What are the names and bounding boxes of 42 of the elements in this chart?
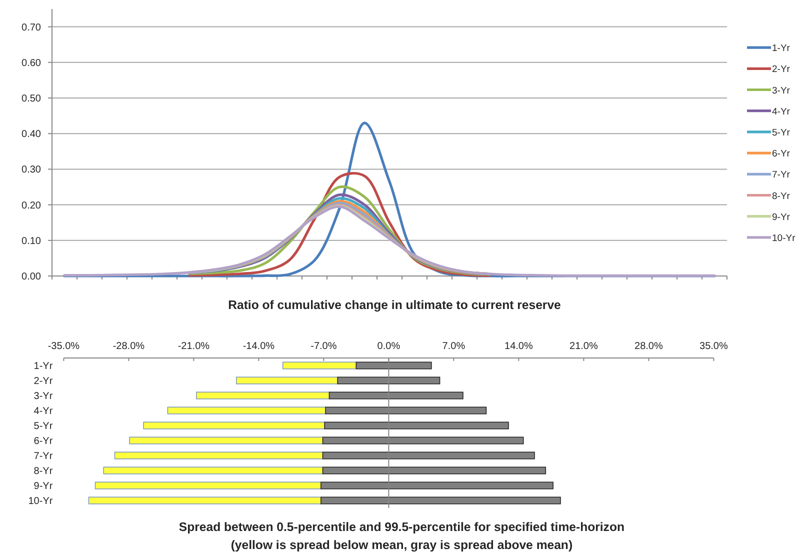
y-tick-label: 9-Yr (34, 481, 54, 492)
y-tick-label: 10-Yr (28, 496, 54, 507)
x-tick-label: -7.0% (310, 341, 337, 352)
x-tick-label: -28.0% (112, 341, 145, 352)
x-axis-title: Ratio of cumulative change in ultimate to current reserve (228, 298, 562, 312)
text: (yellow is spread below mean, gray is spread above mean) (230, 538, 573, 552)
legend-label: 4-Yr (772, 106, 790, 118)
legend-label: 10-Yr (772, 232, 796, 244)
legend-label: 2-Yr (772, 64, 790, 76)
x-tick-label: -21.0% (178, 341, 210, 352)
y-tick-label: 0.60 (22, 58, 42, 69)
legend-label: 8-Yr (772, 190, 790, 202)
text: Spread between 0.5-percentile and 99.5-percentile for specified time-horizon (178, 520, 624, 534)
y-tick-label: 7-Yr (34, 451, 54, 462)
y-tick-label: 0.70 (22, 22, 42, 34)
x-tick-label: 14.0% (504, 341, 533, 352)
y-tick-label: 5-Yr (34, 421, 54, 432)
y-tick-label: 1-Yr (34, 361, 54, 372)
legend-label: 7-Yr (772, 170, 790, 181)
y-tick-label: 0.50 (22, 94, 42, 104)
x-tick-label: 7.0% (442, 341, 466, 352)
legend-label: 9-Yr (772, 212, 790, 223)
legend-label: 3-Yr (772, 85, 790, 96)
y-tick-label: 0.00 (22, 272, 42, 282)
legend-label: 5-Yr (772, 127, 790, 138)
y-tick-label: 2-Yr (34, 376, 54, 387)
x-tick-label: -35.0% (48, 341, 80, 352)
x-tick-label: 0.0% (377, 341, 400, 352)
y-tick-label: 3-Yr (34, 391, 54, 402)
x-tick-label: 35.0% (700, 341, 728, 352)
x-tick-label: -14.0% (242, 341, 275, 352)
legend-label: 1-Yr (772, 43, 790, 54)
y-tick-label: 8-Yr (34, 466, 54, 477)
y-tick-label: 0.10 (22, 236, 42, 247)
y-tick-label: 0.30 (22, 164, 42, 176)
y-tick-label: 4-Yr (34, 406, 54, 417)
x-tick-label: 28.0% (634, 341, 663, 352)
y-tick-label: 0.20 (22, 200, 42, 212)
y-tick-label: 6-Yr (34, 436, 54, 447)
legend-label: 6-Yr (772, 148, 790, 160)
y-tick-label: 0.40 (22, 129, 42, 140)
x-tick-label: 21.0% (570, 341, 598, 352)
